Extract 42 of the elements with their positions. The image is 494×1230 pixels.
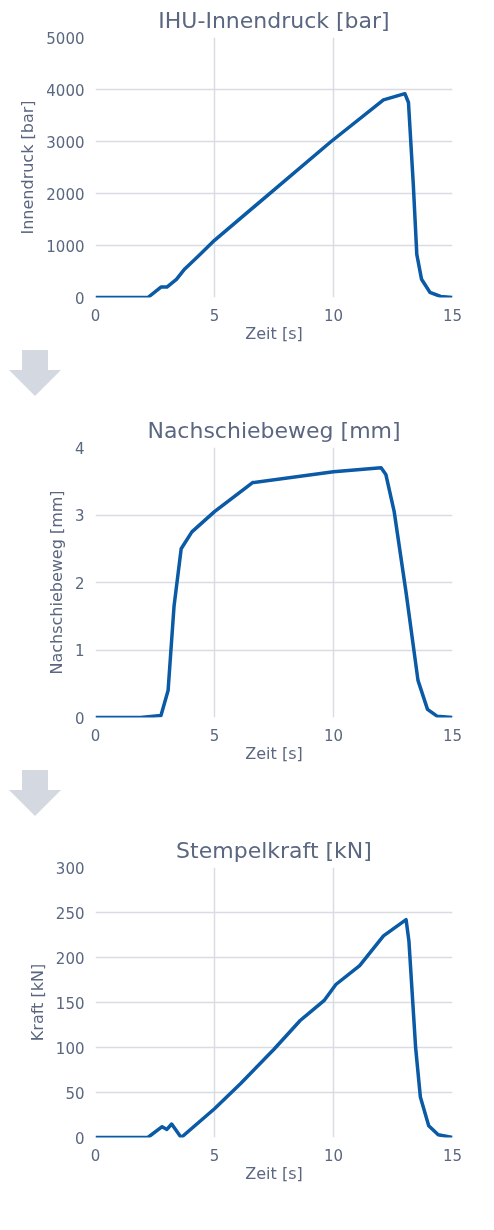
chart-title: Stempelkraft [kN]	[176, 837, 372, 863]
x-axis-title: Zeit [s]	[245, 323, 303, 343]
x-axis-title: Zeit [s]	[245, 743, 303, 763]
y-tick-label: 4000	[46, 81, 85, 100]
y-tick-label: 0	[74, 709, 85, 728]
y-tick-label: 50	[65, 1084, 85, 1103]
x-tick-label: 15	[442, 306, 463, 325]
y-tick-label: 2	[74, 574, 85, 593]
line-series	[95, 466, 453, 718]
y-tick-label: 2000	[46, 185, 85, 204]
y-tick-label: 1	[74, 642, 85, 660]
chart-title: IHU-Innendruck [bar]	[158, 7, 390, 33]
y-tick-label: 3	[74, 507, 85, 525]
x-tick-label: 0	[90, 306, 101, 325]
y-tick-label: 0	[74, 289, 85, 308]
x-tick-label: 0	[90, 726, 101, 745]
y-axis-title: Innendruck [bar]	[18, 100, 38, 235]
y-tick-label: 1000	[46, 237, 85, 256]
y-axis-title: Nachschiebeweg [mm]	[46, 490, 66, 675]
y-tick-label: 100	[55, 1039, 85, 1058]
x-axis-title: Zeit [s]	[245, 1163, 303, 1183]
y-axis-title: Kraft [kN]	[27, 963, 47, 1042]
x-tick-label: 15	[442, 1146, 463, 1165]
line-series	[95, 91, 453, 298]
y-tick-label: 5000	[46, 29, 85, 48]
x-tick-label: 5	[209, 726, 220, 745]
y-tick-label: 4	[74, 439, 85, 458]
y-tick-label: 200	[55, 949, 85, 968]
y-tick-label: 300	[55, 859, 85, 878]
line-series	[95, 917, 453, 1138]
x-tick-label: 10	[323, 726, 344, 745]
y-tick-label: 0	[74, 1129, 85, 1148]
y-tick-label: 150	[55, 994, 85, 1013]
x-tick-label: 10	[323, 306, 344, 325]
chart-title: Nachschiebeweg [mm]	[147, 417, 401, 443]
y-tick-label: 3000	[46, 133, 85, 152]
y-tick-label: 250	[55, 904, 85, 923]
x-tick-label: 5	[209, 1146, 220, 1165]
x-tick-label: 5	[209, 306, 220, 325]
x-tick-label: 10	[323, 1146, 344, 1165]
x-tick-label: 15	[442, 726, 463, 745]
x-tick-label: 0	[90, 1146, 101, 1165]
